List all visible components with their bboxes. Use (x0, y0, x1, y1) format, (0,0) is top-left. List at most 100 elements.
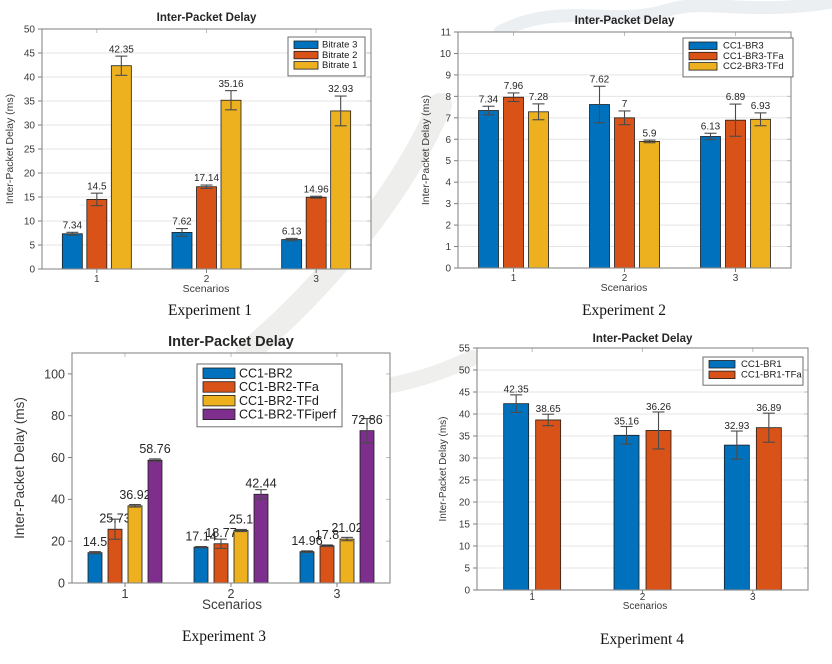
bar (755, 427, 782, 591)
bar (86, 198, 108, 270)
bar (700, 136, 721, 269)
y-tick-label: 5 (445, 156, 451, 167)
experiment-3-caption: Experiment 3 (182, 628, 266, 645)
y-axis-label: Inter-Packet Delay (ms) (420, 95, 432, 205)
experiment-1-chart: 0 5 10 15 20 25 30 35 40 45 50 1 7.34 14.5 42.35 2 7.62 1… (4, 12, 372, 295)
x-category-label: 3 (733, 273, 739, 284)
y-tick-label: 5 (29, 241, 35, 252)
bar-value-label: 32.93 (328, 84, 353, 95)
experiment-1-figure: 0 5 10 15 20 25 30 35 40 45 50 1 7.34 14.5 42.35 2 7.62 1… (0, 0, 416, 332)
x-category-label: 3 (750, 592, 756, 603)
bar (305, 196, 327, 270)
y-axis-label: Inter-Packet Delay (ms) (438, 416, 449, 521)
y-tick-label: 4 (445, 178, 451, 189)
bar (503, 403, 530, 591)
y-tick-label: 20 (24, 169, 36, 180)
y-tick-label: 60 (51, 451, 65, 465)
y-tick-label: 9 (445, 70, 451, 81)
bar-value-label: 7.96 (504, 81, 524, 92)
bar (193, 546, 209, 584)
axes-box (476, 347, 809, 591)
y-tick-label: 40 (24, 73, 36, 84)
experiment-2-caption: Experiment 2 (582, 302, 666, 319)
legend-label: CC1-BR2-TFiperf (239, 408, 337, 422)
legend-label: Bitrate 1 (322, 60, 357, 71)
legend-label: CC1-BR1-TFa (741, 370, 802, 381)
bar (750, 118, 771, 269)
bar-value-label: 32.93 (724, 421, 749, 432)
bar-value-label: 25.1 (229, 513, 253, 527)
bar-value-label: 58.76 (139, 442, 170, 456)
bar (339, 538, 355, 584)
y-tick-label: 40 (51, 493, 65, 507)
bar (535, 419, 562, 591)
y-tick-label: 0 (58, 576, 65, 590)
bar-value-label: 14.5 (87, 181, 107, 192)
bar-value-label: 17.14 (194, 173, 219, 184)
legend-label: Bitrate 3 (322, 40, 357, 51)
y-tick-label: 10 (440, 49, 452, 60)
y-tick-label: 40 (459, 410, 471, 421)
legend-label: CC1-BR3 (723, 41, 764, 52)
bar-value-label: 7.62 (590, 74, 610, 85)
bar-value-label: 14.96 (291, 534, 322, 548)
bar (639, 141, 660, 269)
bar-value-label: 14.5 (83, 535, 107, 549)
legend-label: CC2-BR3-TFd (723, 61, 784, 72)
bar-value-label: 7.28 (529, 92, 549, 103)
bar (171, 232, 193, 270)
bar-value-label: 7.62 (172, 217, 192, 228)
bar (110, 65, 132, 270)
bar (589, 104, 610, 269)
bar-value-label: 6.13 (701, 121, 721, 132)
x-category-label: 2 (640, 592, 646, 603)
legend-label: CC1-BR2 (239, 367, 293, 381)
chart-title: Inter-Packet Delay (168, 334, 294, 350)
x-category-label: 2 (228, 587, 235, 601)
legend-swatch (202, 408, 236, 420)
x-category-label: 3 (313, 274, 319, 285)
bar-value-label: 6.13 (282, 227, 302, 238)
x-category-label: 1 (529, 592, 535, 603)
experiment-4-figure: 0 5 10 15 20 25 30 35 40 45 50 55 1 42.35 38.65 2 35.16 3… (416, 332, 832, 664)
bar-value-label: 6.93 (751, 101, 771, 112)
bar (147, 459, 163, 584)
chart-title: Inter-Packet Delay (575, 15, 675, 27)
bar-value-label: 7.34 (479, 94, 499, 105)
y-tick-label: 20 (459, 498, 471, 509)
legend-swatch (293, 50, 319, 60)
bar (196, 186, 217, 270)
bar (359, 430, 375, 584)
bar-value-label: 36.92 (119, 488, 150, 502)
bar (614, 117, 635, 269)
x-axis-label: Scenarios (623, 601, 667, 612)
bar (319, 545, 335, 584)
bar-value-label: 17.8 (315, 528, 339, 542)
legend-label: CC1-BR2-TFd (239, 394, 319, 408)
axes-box (457, 31, 792, 269)
y-tick-label: 5 (464, 564, 470, 575)
bar-value-label: 35.16 (614, 416, 639, 427)
bar (220, 99, 242, 270)
bar (503, 96, 524, 269)
bar-value-label: 42.35 (109, 44, 134, 55)
x-category-label: 2 (622, 273, 628, 284)
y-tick-label: 0 (464, 586, 470, 597)
y-tick-label: 50 (24, 25, 36, 36)
y-tick-label: 55 (459, 344, 471, 355)
bar (528, 111, 549, 269)
legend-swatch (708, 370, 736, 379)
bar-value-label: 17.14 (185, 529, 216, 543)
bar (127, 505, 143, 584)
bar-value-label: 25.73 (99, 511, 130, 525)
legend-swatch (688, 41, 718, 50)
legend-swatch (293, 61, 319, 70)
y-tick-label: 0 (29, 265, 35, 276)
experiment-3-figure: 0 20 40 60 80 100 1 14.5 25.73 36.92 58.76 2 17.14 18… (0, 332, 416, 664)
x-category-label: 2 (204, 274, 210, 285)
bar-value-label: 35.16 (218, 79, 243, 90)
legend-swatch (293, 40, 319, 49)
bar-value-label: 7 (622, 99, 628, 110)
bar-value-label: 6.89 (726, 92, 746, 103)
